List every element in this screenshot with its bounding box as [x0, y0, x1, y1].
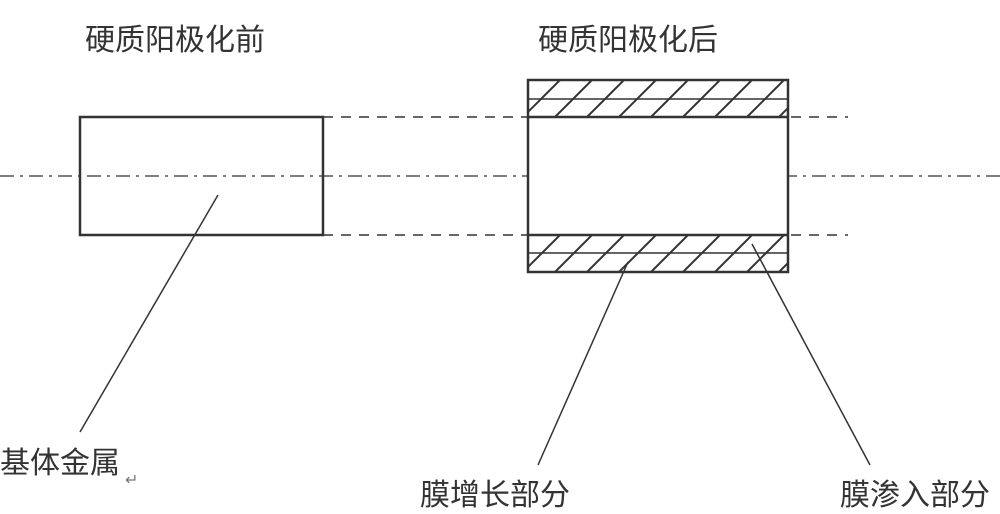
label-penetration: 膜渗入部分 — [840, 470, 990, 514]
label-growth: 膜增长部分 — [420, 470, 570, 514]
title-before: 硬质阳极化前 — [85, 15, 265, 59]
diagram-svg — [0, 0, 1000, 513]
label-base-metal: 基体金属 — [0, 438, 120, 482]
subscript-mark: ↵ — [125, 470, 138, 490]
leader-penetration — [752, 244, 870, 465]
leader-growth — [538, 262, 628, 465]
leader-base-metal — [80, 195, 218, 432]
diagram-root: 硬质阳极化前 硬质阳极化后 基体金属 ↵ 膜增长部分 膜渗入部分 — [0, 0, 1000, 513]
title-after: 硬质阳极化后 — [538, 15, 718, 59]
